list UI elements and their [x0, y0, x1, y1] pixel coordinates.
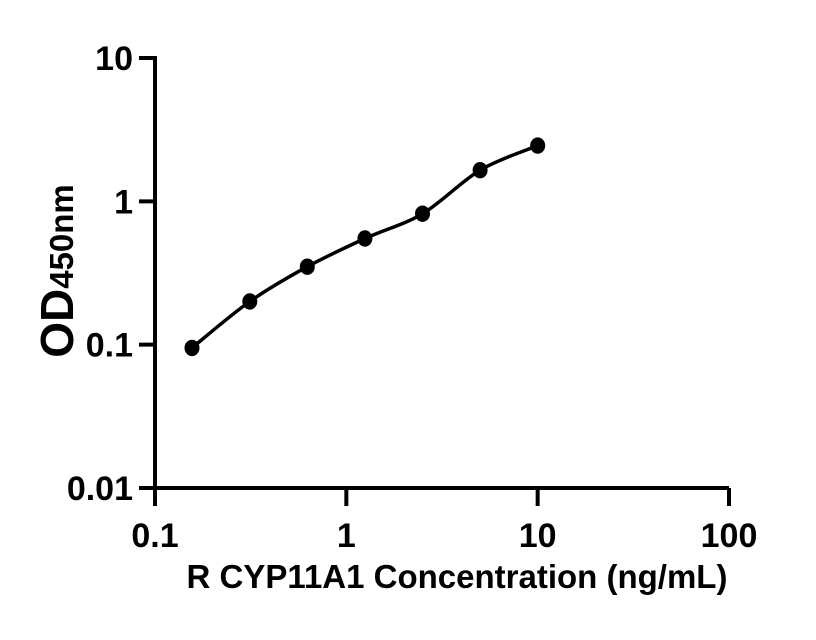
- data-point: [530, 137, 546, 154]
- data-point: [415, 205, 430, 222]
- data-point: [184, 339, 200, 357]
- data-point: [299, 258, 315, 275]
- y-axis-title-sub: 450nm: [43, 184, 80, 289]
- x-tick-label: 0.1: [131, 517, 178, 555]
- y-tick-label: 0.01: [67, 470, 133, 508]
- y-axis-title: OD450nm: [31, 184, 83, 358]
- x-tick-label: 10: [519, 517, 557, 555]
- data-point: [357, 230, 373, 247]
- x-tick-label: 1: [337, 517, 356, 555]
- y-tick-label: 10: [95, 40, 133, 78]
- y-tick-label: 1: [114, 183, 133, 221]
- x-tick-label: 100: [701, 517, 758, 555]
- y-tick-label: 0.1: [86, 327, 133, 365]
- data-point: [472, 162, 488, 179]
- data-point: [242, 293, 258, 310]
- x-axis-title: R CYP11A1 Concentration (ng/mL): [186, 558, 728, 595]
- fit-curve-line: [190, 143, 540, 350]
- y-axis-title-main: OD: [31, 288, 83, 358]
